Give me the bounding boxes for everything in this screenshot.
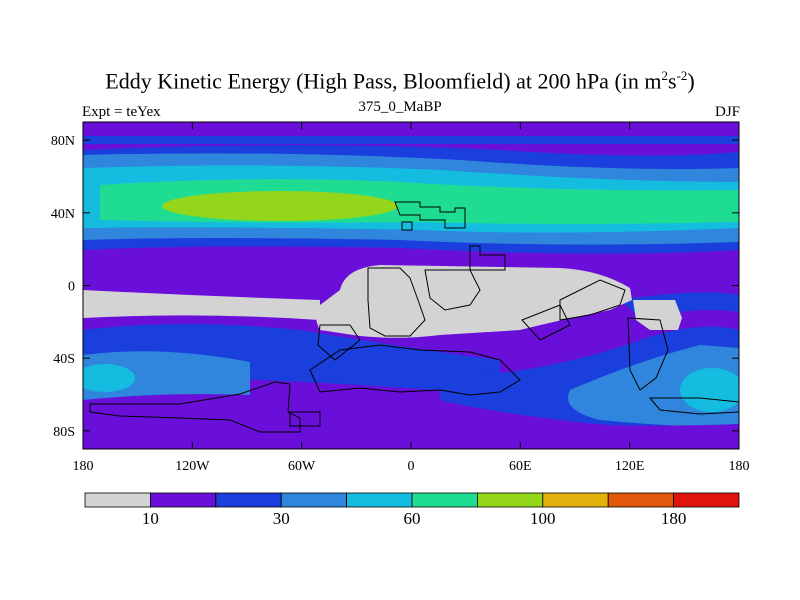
- lat-tick-label: 0: [68, 280, 75, 295]
- colorbar-swatch: [411, 492, 478, 508]
- colorbar-swatch: [673, 492, 740, 508]
- land-east-island: [633, 300, 682, 330]
- colorbar-swatch: [280, 492, 348, 508]
- plot-subtitle: 375_0_MaBP: [358, 99, 442, 115]
- lon-tick-label: 180: [729, 459, 750, 474]
- latitude-axis: 80N 40N 0 40S 80S: [51, 134, 739, 440]
- colorbar-swatch: [542, 492, 609, 508]
- colorbar-label: 180: [660, 509, 687, 528]
- longitude-axis: 180 120W 60W 0 60E 120E 180: [73, 122, 750, 474]
- colorbar-label: 30: [272, 509, 290, 528]
- colorbar-swatch: [346, 492, 413, 508]
- lat-tick-label: 80N: [51, 134, 75, 149]
- colorbar-label: 10: [141, 509, 159, 528]
- season-label: DJF: [714, 104, 740, 120]
- colorbar-swatch: [149, 492, 217, 508]
- field-max-core: [162, 191, 398, 221]
- lon-tick-label: 180: [73, 459, 94, 474]
- colorbar-label: 100: [530, 509, 556, 528]
- colorbar: [84, 492, 740, 508]
- contour-field: [83, 122, 739, 449]
- colorbar-label: 60: [403, 509, 421, 528]
- experiment-label: Expt = teYex: [82, 104, 161, 120]
- lon-tick-label: 120E: [615, 459, 645, 474]
- field-band-1: [83, 136, 739, 144]
- land-tropical-continent: [316, 265, 632, 338]
- colorbar-swatch: [84, 492, 151, 508]
- field-south-teal-east: [680, 368, 739, 412]
- colorbar-swatch: [607, 492, 675, 508]
- field-trop-gray-west: [83, 290, 320, 320]
- colorbar-swatch: [215, 492, 282, 508]
- field-polar: [83, 416, 739, 449]
- lon-tick-label: 60W: [288, 459, 316, 474]
- colorbar-swatch: [476, 492, 544, 508]
- lat-tick-label: 80S: [53, 425, 75, 440]
- field-south-teal-west: [83, 364, 135, 392]
- plot-title: Eddy Kinetic Energy (High Pass, Bloomfie…: [105, 68, 695, 94]
- lon-tick-label: 0: [408, 459, 415, 474]
- lat-tick-label: 40S: [53, 352, 75, 367]
- coastlines: [89, 201, 739, 433]
- lon-tick-label: 60E: [509, 459, 532, 474]
- lat-tick-label: 40N: [51, 207, 75, 222]
- lon-tick-label: 120W: [175, 459, 210, 474]
